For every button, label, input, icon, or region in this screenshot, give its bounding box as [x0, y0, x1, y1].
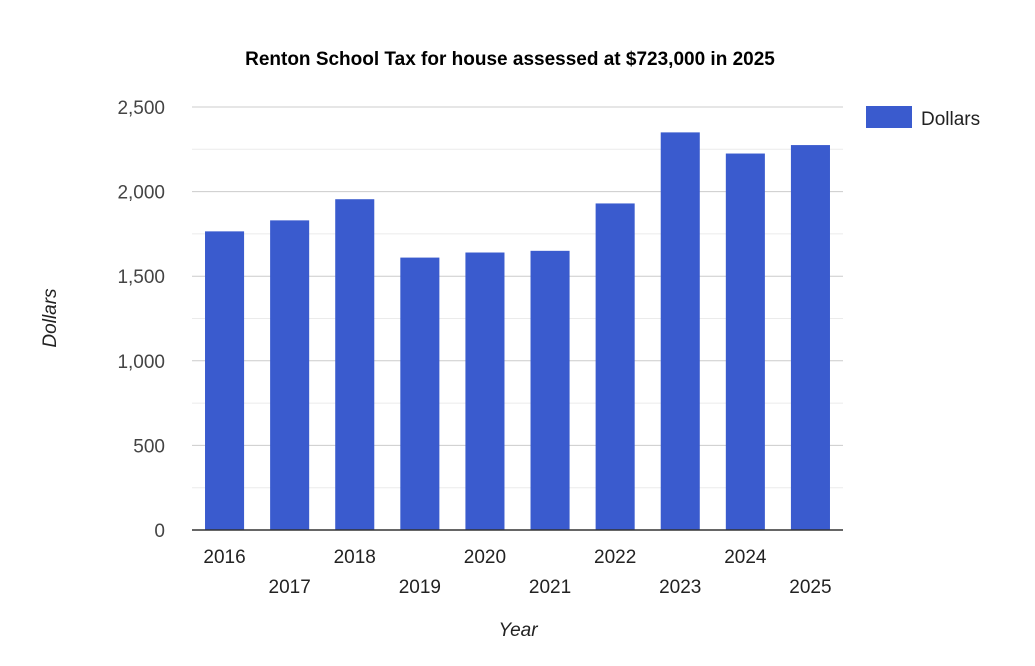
- y-axis-title: Dollars: [40, 288, 61, 348]
- bar-2022[interactable]: [595, 203, 635, 530]
- bar-2025[interactable]: [790, 145, 830, 530]
- bar-2020[interactable]: [465, 252, 505, 530]
- x-axis-title: Year: [498, 620, 538, 641]
- bar-2021[interactable]: [530, 250, 570, 530]
- x-tick-label-2016: 2016: [203, 547, 245, 568]
- bar-2016[interactable]: [205, 231, 245, 530]
- legend-swatch: [866, 106, 912, 128]
- x-tick-label-2022: 2022: [594, 547, 636, 568]
- y-tick-label: 0: [154, 521, 165, 542]
- x-tick-label-2021: 2021: [529, 577, 571, 598]
- y-tick-label: 1,000: [117, 352, 165, 373]
- y-axis-ticks: 0 500 1,000 1,500 2,000 2,500: [117, 98, 165, 542]
- legend[interactable]: Dollars: [866, 106, 980, 130]
- x-tick-label-2020: 2020: [464, 547, 506, 568]
- x-tick-label-2025: 2025: [789, 577, 831, 598]
- x-tick-label-2023: 2023: [659, 577, 701, 598]
- bar-2024[interactable]: [725, 153, 765, 530]
- chart-title: Renton School Tax for house assessed at …: [245, 49, 775, 70]
- bar-2018[interactable]: [335, 199, 375, 531]
- legend-label-dollars: Dollars: [921, 109, 980, 130]
- x-tick-label-2024: 2024: [724, 547, 767, 568]
- x-tick-label-2019: 2019: [399, 577, 441, 598]
- bar-2023[interactable]: [660, 132, 700, 530]
- bars: [205, 132, 830, 531]
- y-tick-label: 2,000: [117, 183, 165, 204]
- y-tick-label: 2,500: [117, 98, 165, 119]
- x-tick-label-2017: 2017: [269, 577, 311, 598]
- bar-2019[interactable]: [400, 257, 440, 530]
- x-tick-label-2018: 2018: [334, 547, 376, 568]
- bar-2017[interactable]: [270, 220, 310, 530]
- y-tick-label: 1,500: [117, 267, 165, 288]
- y-tick-label: 500: [133, 436, 165, 457]
- x-axis-ticks: 2016 2017 2018 2019 2020 2021 2022 2023 2024 2025: [203, 547, 831, 598]
